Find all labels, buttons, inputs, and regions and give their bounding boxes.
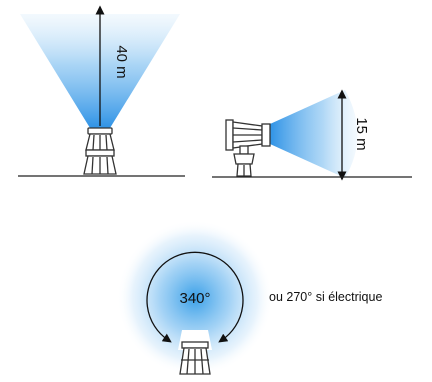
vertical-height-label: 40 m xyxy=(113,45,130,78)
horizontal-beam-group: 15 m xyxy=(212,89,412,181)
rotation-light-halo xyxy=(117,220,273,376)
rotation-angle-label: 340° xyxy=(179,290,210,307)
rotation-alternative-note: ou 270° si électrique xyxy=(269,290,383,304)
searchlight-rotation-icon xyxy=(179,341,211,375)
horizontal-light-beam xyxy=(270,90,358,178)
vertical-beam-group: 40 m xyxy=(18,5,185,177)
rotation-arc-arrow xyxy=(146,251,244,343)
searchlight-horizontal-icon xyxy=(225,119,271,177)
rotation-group: 340° xyxy=(117,220,273,376)
horizontal-range-label: 15 m xyxy=(353,117,370,150)
searchlight-vertical-icon xyxy=(83,127,117,175)
